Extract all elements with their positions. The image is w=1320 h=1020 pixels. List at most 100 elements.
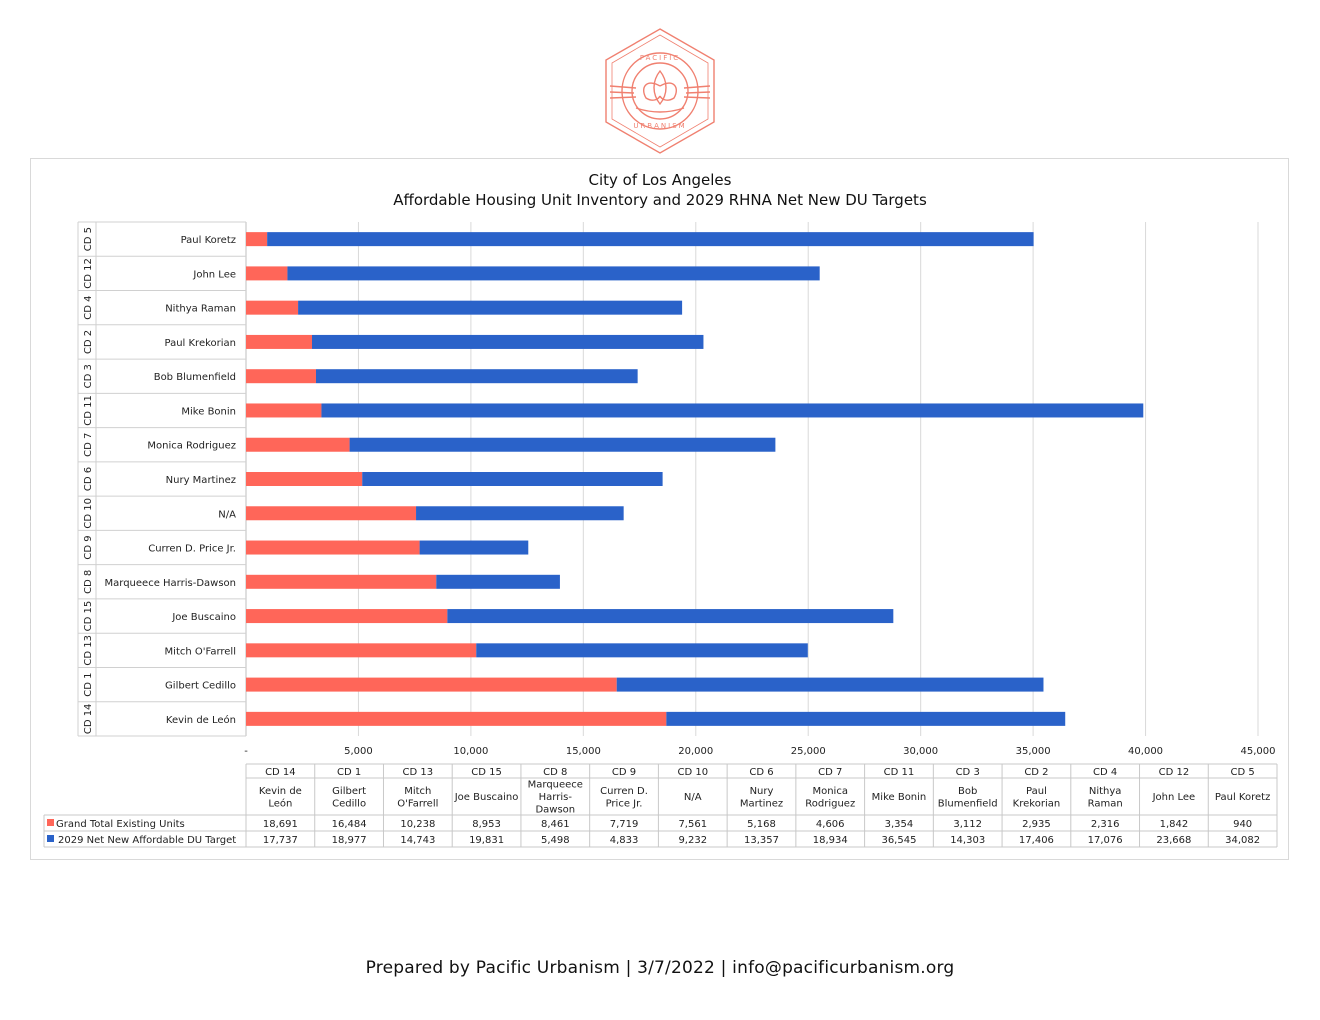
bar-net-new-target: [298, 300, 683, 315]
x-tick-label: 15,000: [566, 746, 601, 757]
table-cell-member: O'Farrell: [397, 798, 438, 809]
table-cell-net-new-target: 9,232: [678, 835, 707, 846]
chart-frame: [30, 158, 1289, 860]
x-tick-label: 20,000: [678, 746, 713, 757]
table-cell-member: Blumenfield: [938, 798, 998, 809]
pacific-urbanism-logo: PACIFIC URBANISM: [605, 28, 715, 154]
bar-net-new-target: [362, 472, 663, 486]
table-cell-district: CD 15: [471, 767, 502, 778]
bar-net-new-target: [287, 266, 820, 281]
bar-existing-units: [246, 574, 437, 589]
bar-net-new-target: [666, 711, 1066, 726]
bar-net-new-target: [436, 574, 560, 589]
x-tick-label: 40,000: [1128, 746, 1163, 757]
bar-net-new-target: [616, 677, 1044, 692]
table-cell-member: Dawson: [535, 805, 575, 816]
bar-existing-units: [246, 266, 288, 281]
table-cell-district: CD 13: [403, 767, 434, 778]
category-label-district: CD 13: [83, 635, 94, 666]
table-cell-member: Rodriguez: [805, 798, 855, 809]
x-tick-label: 25,000: [791, 746, 826, 757]
bar-existing-units: [246, 609, 448, 624]
table-cell-district: CD 6: [749, 767, 773, 778]
category-label-district: CD 9: [83, 535, 94, 559]
table-cell-member: Paul: [1026, 786, 1047, 797]
bar-existing-units: [246, 677, 617, 692]
bar-existing-units: [246, 369, 316, 384]
table-cell-member: Mike Bonin: [872, 792, 927, 803]
bar-net-new-target: [267, 232, 1034, 247]
table-cell-district: CD 11: [884, 767, 915, 778]
table-cell-member: Paul Koretz: [1215, 792, 1270, 803]
bar-existing-units: [246, 232, 268, 247]
table-cell-net-new-target: 18,977: [332, 835, 367, 846]
category-label-member: Joe Buscaino: [171, 612, 236, 623]
table-cell-district: CD 9: [612, 767, 636, 778]
chart-title-line2: Affordable Housing Unit Inventory and 20…: [393, 191, 927, 209]
table-cell-district: CD 1: [337, 767, 361, 778]
table-cell-existing-units: 18,691: [263, 819, 298, 830]
category-label-district: CD 14: [83, 704, 94, 735]
table-cell-existing-units: 1,842: [1160, 819, 1189, 830]
x-tick-label: 5,000: [344, 746, 373, 757]
table-cell-district: CD 5: [1231, 767, 1255, 778]
table-cell-net-new-target: 14,303: [950, 835, 985, 846]
bar-net-new-target: [447, 609, 894, 624]
table-cell-existing-units: 2,316: [1091, 819, 1120, 830]
category-label-district: CD 1: [83, 672, 94, 696]
table-cell-district: CD 14: [265, 767, 296, 778]
category-label-district: CD 8: [83, 570, 94, 594]
bar-existing-units: [246, 711, 667, 726]
table-cell-member: Nury: [750, 786, 774, 797]
table-cell-existing-units: 5,168: [747, 819, 776, 830]
chart-title-line1: City of Los Angeles: [588, 171, 732, 189]
logo-text-bottom: URBANISM: [633, 122, 686, 130]
legend-swatch-existing: [47, 819, 54, 826]
table-cell-net-new-target: 23,668: [1156, 835, 1191, 846]
table-cell-net-new-target: 36,545: [881, 835, 916, 846]
table-cell-net-new-target: 17,406: [1019, 835, 1054, 846]
x-tick-label: 35,000: [1016, 746, 1051, 757]
category-label-district: CD 11: [83, 395, 94, 426]
legend-label-existing: Grand Total Existing Units: [56, 819, 185, 830]
table-cell-net-new-target: 13,357: [744, 835, 779, 846]
table-cell-district: CD 2: [1024, 767, 1048, 778]
bar-net-new-target: [416, 506, 624, 521]
category-label-member: Mike Bonin: [181, 406, 236, 417]
table-cell-member: Krekorian: [1013, 798, 1061, 809]
x-tick-label: 30,000: [903, 746, 938, 757]
x-tick-label: 45,000: [1241, 746, 1276, 757]
category-label-member: Paul Krekorian: [164, 338, 236, 349]
bar-net-new-target: [312, 334, 704, 349]
table-cell-net-new-target: 34,082: [1225, 835, 1260, 846]
table-cell-net-new-target: 14,743: [400, 835, 435, 846]
table-cell-member: Bob: [958, 786, 977, 797]
logo-text-top: PACIFIC: [640, 54, 680, 62]
bar-existing-units: [246, 437, 350, 452]
category-label-district: CD 12: [83, 258, 94, 289]
table-cell-district: CD 7: [818, 767, 842, 778]
bar-net-new-target: [321, 403, 1144, 418]
category-label-member: Nury Martinez: [166, 475, 236, 486]
category-label-member: Curren D. Price Jr.: [148, 544, 236, 555]
category-label-district: CD 15: [83, 601, 94, 632]
table-cell-existing-units: 8,953: [472, 819, 501, 830]
table-cell-existing-units: 16,484: [332, 819, 367, 830]
table-cell-member: Nithya: [1089, 786, 1122, 797]
table-cell-district: CD 12: [1159, 767, 1190, 778]
bar-existing-units: [246, 472, 363, 486]
category-label-member: N/A: [218, 509, 236, 520]
table-cell-existing-units: 8,461: [541, 819, 570, 830]
category-label-member: John Lee: [192, 269, 236, 280]
bar-existing-units: [246, 540, 420, 555]
legend-label-target: 2029 Net New Affordable DU Target: [58, 835, 236, 846]
bar-existing-units: [246, 334, 313, 349]
category-label-member: Bob Blumenfield: [154, 372, 236, 383]
category-label-member: Nithya Raman: [165, 304, 236, 315]
category-label-member: Gilbert Cedillo: [165, 681, 236, 692]
table-cell-member: Kevin de: [259, 786, 302, 797]
table-cell-net-new-target: 19,831: [469, 835, 504, 846]
table-cell-member: León: [268, 797, 292, 809]
table-cell-member: Martinez: [740, 798, 783, 809]
category-label-district: CD 3: [83, 364, 94, 388]
